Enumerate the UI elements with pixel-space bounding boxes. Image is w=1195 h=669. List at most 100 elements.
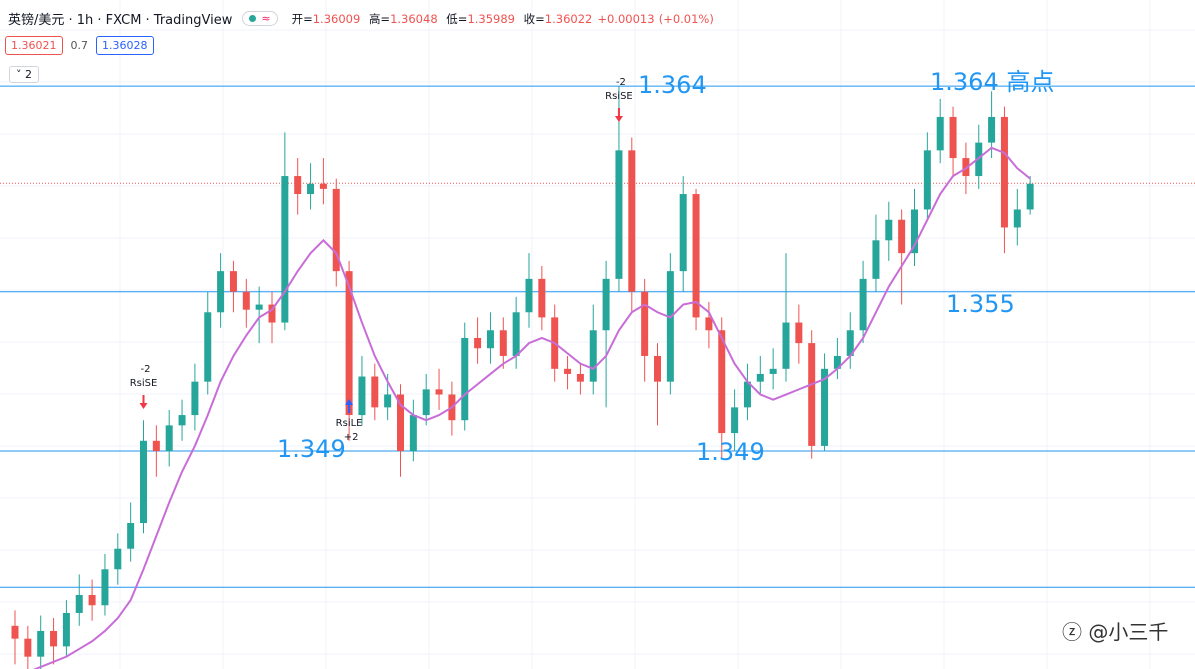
signal-arrow [139,395,148,409]
candle-body [307,183,315,195]
candle-body [75,594,83,613]
candle-body [833,355,841,369]
signal-qty: -2 [141,364,151,375]
candle-body [217,271,225,313]
change-pct: (+0.01%) [658,11,714,26]
candle-body [525,278,533,313]
candle-body [641,291,649,356]
indicator-toggle[interactable]: ˅ 2 [9,66,39,83]
change: +0.00013 [597,11,655,26]
candle-body [885,219,893,241]
candle-body [152,440,160,452]
signal-arrow [345,399,354,413]
candle-body [255,304,263,310]
ohlc-label: 收= [523,11,545,26]
watermark-text: @小三千 [1088,620,1169,644]
candle-body [962,158,970,177]
candle-body [422,389,430,416]
level-annotation: 1.364 [638,71,707,99]
candle-body [975,142,983,177]
signal-arrow [614,108,623,122]
candle-body [11,625,19,639]
candle-body [165,425,173,452]
ohlc-value: 1.35989 [467,11,515,26]
candle-body [229,271,237,292]
symbol-title[interactable]: 英镑/美元 · 1h · FXCM · TradingView [8,13,233,28]
candle-body [114,548,122,570]
candle-body [358,376,366,416]
candle-body [499,330,507,356]
bid-button[interactable]: 1.36021 [5,36,63,55]
candle-body [88,594,96,606]
candle-body [846,330,854,356]
level-annotation: 1.364 高点 [930,68,1054,96]
candle-body [140,440,147,524]
level-annotation: 1.349 [696,438,765,466]
ohlc-label: 高= [368,11,391,26]
candle-body [576,373,584,382]
candle-body [50,630,58,647]
candle-body [936,116,944,151]
candle-body [821,368,829,446]
ohlc-value: 1.36009 [312,11,361,26]
candle-body [628,150,636,292]
signal-label: RsiLE [336,418,363,429]
candle-body [62,612,70,647]
candle-body [1000,116,1008,228]
signal-qty: -2 [616,77,626,88]
ohlc-label: 开= [291,11,313,26]
ohlc-value: 1.36022 [544,11,593,26]
market-status[interactable]: ≈ [242,11,278,26]
candle-body [24,638,32,657]
candle-body [898,219,906,254]
candle-body [859,278,867,331]
ma-line [32,146,1031,669]
candle-body [654,355,661,382]
candle-body [949,116,957,159]
candle-body [332,188,340,272]
candle-body [461,337,469,421]
candle-body [666,271,674,382]
candle-body [923,150,931,210]
candle-body [769,368,777,374]
quote: 1.36021 0.7 1.36028 [5,36,154,55]
candle-body [615,150,623,279]
candle-body [564,368,572,374]
candle-body [589,330,597,382]
candle-body [679,194,687,272]
candle-body [345,271,353,416]
candle-body [178,415,186,426]
candle-body [1013,209,1021,228]
candle-body [319,183,327,189]
candle-body [602,278,610,331]
candle-body [371,376,379,408]
spread: 0.7 [70,39,89,52]
header: 英镑/美元 · 1h · FXCM · TradingView ≈ 开=1.36… [8,9,714,28]
candle-body [268,304,276,323]
candle-body [281,176,289,323]
candle-body [731,407,739,434]
candle-body [397,394,404,452]
candle-body [872,240,880,279]
candle-body [808,343,816,446]
candle-body [486,330,494,349]
ohlc-label: 低= [446,11,468,26]
candle-body [718,330,726,434]
level-annotation: 1.355 [946,290,1015,318]
candle-body [743,381,751,408]
indicator-count: 2 [25,68,32,81]
candle-body [474,337,482,349]
signal-qty: +2 [344,432,359,443]
ask-button[interactable]: 1.36028 [96,36,154,55]
candle-body [512,312,520,356]
candle-body [538,278,546,318]
signal-label: RsiSE [605,91,633,102]
candle-body [37,630,45,657]
candle-body [204,312,212,382]
watermark: ⓩ @小三千 [1062,620,1169,644]
candle-body [911,209,918,254]
candle-body [1026,183,1034,210]
candle-body [756,373,764,382]
